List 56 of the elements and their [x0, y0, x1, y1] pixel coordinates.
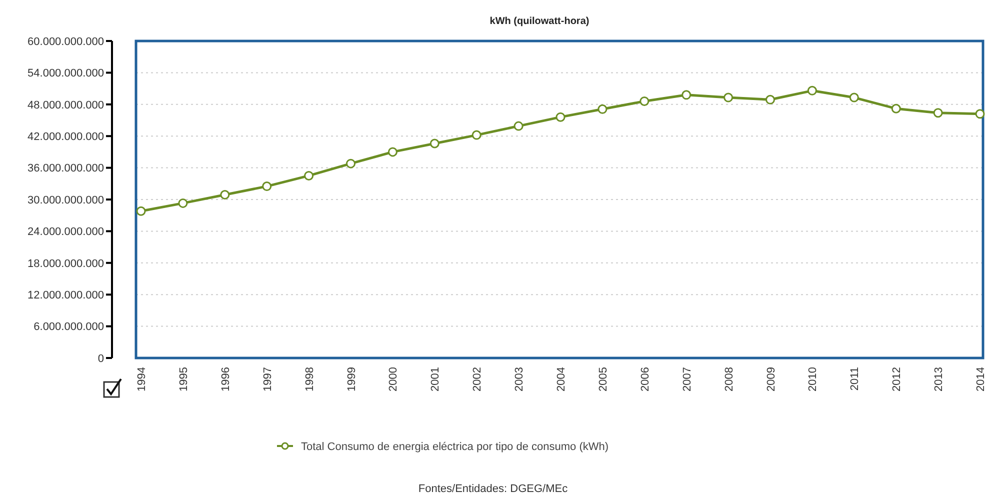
point: [640, 96, 650, 106]
y-tick-label: 18.000.000.000: [28, 258, 104, 270]
x-tick-label: 2010: [807, 367, 820, 392]
point: [430, 138, 440, 148]
y-tick-label: 6.000.000.000: [34, 321, 104, 334]
chart-title: kWh (quilowatt-hora): [490, 16, 590, 27]
point: [220, 190, 230, 200]
x-tick-label: 2008: [723, 367, 736, 392]
point: [472, 130, 482, 140]
point: [262, 182, 272, 192]
y-tick-label: 0: [98, 352, 104, 365]
y-tick-label: 30.000.000.000: [28, 194, 104, 206]
x-tick-label: 2003: [514, 367, 526, 392]
point: [388, 147, 398, 157]
y-tick-label: 60.000.000.000: [28, 36, 104, 48]
x-tick-label: 2011: [849, 367, 862, 391]
y-tick-label: 48.000.000.000: [28, 99, 104, 112]
point: [891, 104, 901, 114]
point: [682, 90, 692, 100]
x-tick-label: 2013: [933, 367, 946, 392]
y-tick-label: 42.000.000.000: [28, 130, 104, 143]
point: [849, 92, 859, 102]
point: [766, 94, 775, 104]
x-tick-label: 2004: [556, 367, 568, 392]
point: [346, 158, 356, 168]
x-tick-label: 1995: [178, 367, 190, 392]
text: Fontes/Entidades: DGEG/MEc: [418, 483, 568, 495]
x-tick-label: 2014: [975, 367, 986, 392]
y-tick-label: 36.000.000.000: [28, 162, 104, 175]
x-tick-label: 2009: [765, 367, 778, 392]
point: [598, 104, 608, 114]
point: [933, 108, 943, 118]
x-tick-label: 2000: [388, 367, 400, 392]
x-tick-label: 1998: [304, 367, 316, 392]
point: [136, 206, 146, 216]
x-tick-label: 1994: [136, 367, 148, 392]
point: [807, 86, 817, 96]
x-tick-label: 1999: [346, 367, 358, 392]
x-tick-label: 2012: [891, 367, 904, 392]
x-tick-label: 2002: [472, 367, 484, 392]
x-tick-label: 2001: [430, 367, 442, 392]
point: [178, 198, 188, 208]
point: [975, 109, 985, 119]
x-tick-label: 2005: [597, 367, 610, 392]
y-tick-label: 12.000.000.000: [28, 289, 104, 302]
y-tick-label: 24.000.000.000: [28, 226, 104, 238]
y-tick-label: 54.000.000.000: [28, 68, 104, 80]
x-tick-label: 1996: [220, 367, 232, 392]
x-tick-label: 2007: [681, 367, 694, 392]
point: [724, 92, 734, 102]
point: [556, 112, 566, 122]
point: [514, 121, 524, 131]
point: [304, 170, 314, 180]
x-tick-label: 1997: [262, 367, 274, 392]
x-tick-label: 2006: [639, 367, 652, 392]
legend-label: Total Consumo de energia eléctrica por tipo de consumo (kWh): [301, 440, 609, 453]
